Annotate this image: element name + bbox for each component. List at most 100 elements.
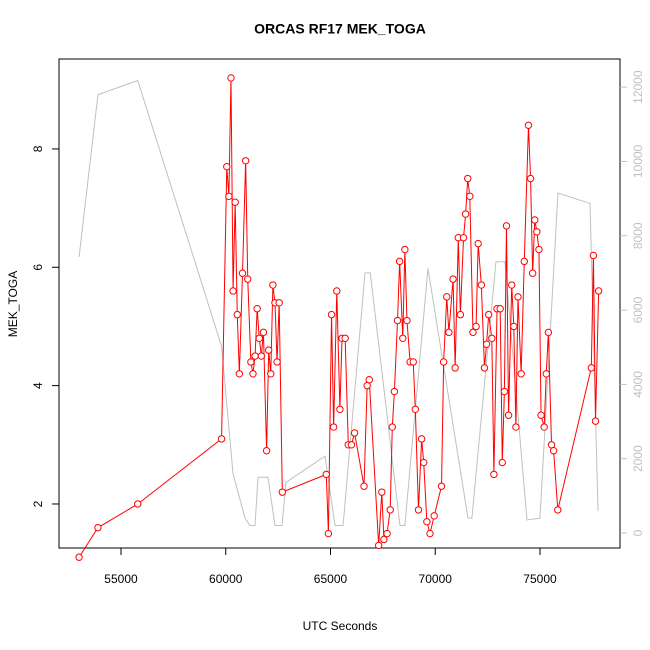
- data-point: [512, 423, 520, 431]
- data-point: [380, 535, 388, 544]
- data-point: [365, 376, 373, 384]
- data-point: [535, 245, 543, 254]
- data-point: [500, 387, 509, 396]
- x-axis-label: UTC Seconds: [303, 619, 378, 633]
- data-point: [217, 435, 226, 443]
- data-point: [241, 157, 250, 165]
- data-point: [488, 334, 496, 342]
- data-point: [498, 458, 506, 467]
- data-point: [225, 192, 233, 200]
- y2-tick-label: 6000: [631, 296, 645, 323]
- data-point: [477, 281, 486, 289]
- y-tick-label: 8: [31, 145, 45, 152]
- data-point: [255, 334, 263, 342]
- data-point: [249, 370, 257, 378]
- data-point: [374, 541, 383, 550]
- data-point: [589, 251, 598, 260]
- data-point: [360, 482, 368, 490]
- data-point: [378, 488, 386, 496]
- data-point: [229, 287, 237, 295]
- data-point: [544, 328, 553, 337]
- data-point: [341, 334, 349, 342]
- data-point: [514, 293, 522, 301]
- data-point: [549, 447, 558, 455]
- data-point: [466, 192, 474, 200]
- data-point: [426, 529, 434, 538]
- y-tick-label: 4: [31, 382, 45, 389]
- data-point: [420, 458, 428, 467]
- data-point: [594, 287, 603, 295]
- data-point: [390, 387, 399, 396]
- data-point: [464, 174, 472, 183]
- data-point: [480, 364, 489, 372]
- data-point: [235, 370, 244, 378]
- data-point: [524, 121, 533, 129]
- data-point: [333, 287, 341, 295]
- data-point: [587, 364, 596, 372]
- data-point: [322, 470, 331, 479]
- data-point: [269, 281, 277, 289]
- data-point: [403, 316, 411, 325]
- data-point: [231, 198, 239, 206]
- x-tick-label: 75000: [523, 572, 557, 586]
- y2-tick-label: 2000: [631, 445, 645, 472]
- data-point: [484, 310, 493, 319]
- data-point: [327, 310, 336, 319]
- data-point: [75, 553, 83, 561]
- y-tick-label: 6: [31, 264, 45, 271]
- data-point: [445, 328, 453, 337]
- data-line: [78, 77, 600, 558]
- data-point: [591, 417, 600, 425]
- data-point: [531, 216, 539, 224]
- data-point: [350, 429, 359, 437]
- data-line: [78, 79, 599, 527]
- y-tick-label: 2: [31, 500, 45, 507]
- data-point: [469, 328, 477, 337]
- data-point: [537, 411, 545, 419]
- y2-tick-label: 4000: [631, 371, 645, 398]
- data-point: [411, 405, 420, 414]
- plot-box: [58, 58, 621, 549]
- data-point: [456, 310, 465, 319]
- x-tick-label: 65000: [314, 572, 348, 586]
- data-point: [490, 470, 498, 479]
- data-point: [449, 275, 457, 283]
- data-point: [267, 370, 275, 378]
- y-axis-label: MEK_TOGA: [6, 271, 20, 337]
- data-point: [474, 239, 482, 248]
- data-point: [253, 305, 261, 313]
- chart-title: ORCAS RF17 MEK_TOGA: [254, 21, 426, 37]
- data-point: [401, 245, 409, 254]
- x-tick-label: 70000: [419, 572, 453, 586]
- data-point: [472, 322, 480, 331]
- data-point: [502, 222, 511, 230]
- data-point: [510, 322, 518, 331]
- data-point: [461, 210, 470, 218]
- data-point: [414, 506, 423, 514]
- data-point: [336, 405, 344, 414]
- data-point: [399, 334, 407, 342]
- data-point: [259, 328, 268, 337]
- data-point: [383, 529, 391, 538]
- data-point: [520, 257, 528, 266]
- y2-tick-label: 0: [631, 529, 645, 536]
- data-point: [526, 174, 535, 183]
- data-point: [388, 423, 396, 431]
- data-point: [395, 257, 404, 266]
- data-point: [386, 506, 394, 514]
- data-point: [430, 512, 438, 520]
- y2-tick-label: 12000: [631, 70, 645, 104]
- data-point: [251, 352, 259, 360]
- data-point: [238, 269, 247, 277]
- data-point: [540, 423, 548, 431]
- data-point: [437, 482, 446, 490]
- data-point: [409, 358, 417, 366]
- data-point: [508, 281, 516, 289]
- y2-tick-label: 8000: [631, 222, 645, 249]
- data-point: [496, 305, 504, 313]
- data-point: [528, 269, 537, 277]
- data-point: [257, 352, 266, 360]
- data-point: [264, 346, 273, 354]
- data-point: [443, 293, 451, 301]
